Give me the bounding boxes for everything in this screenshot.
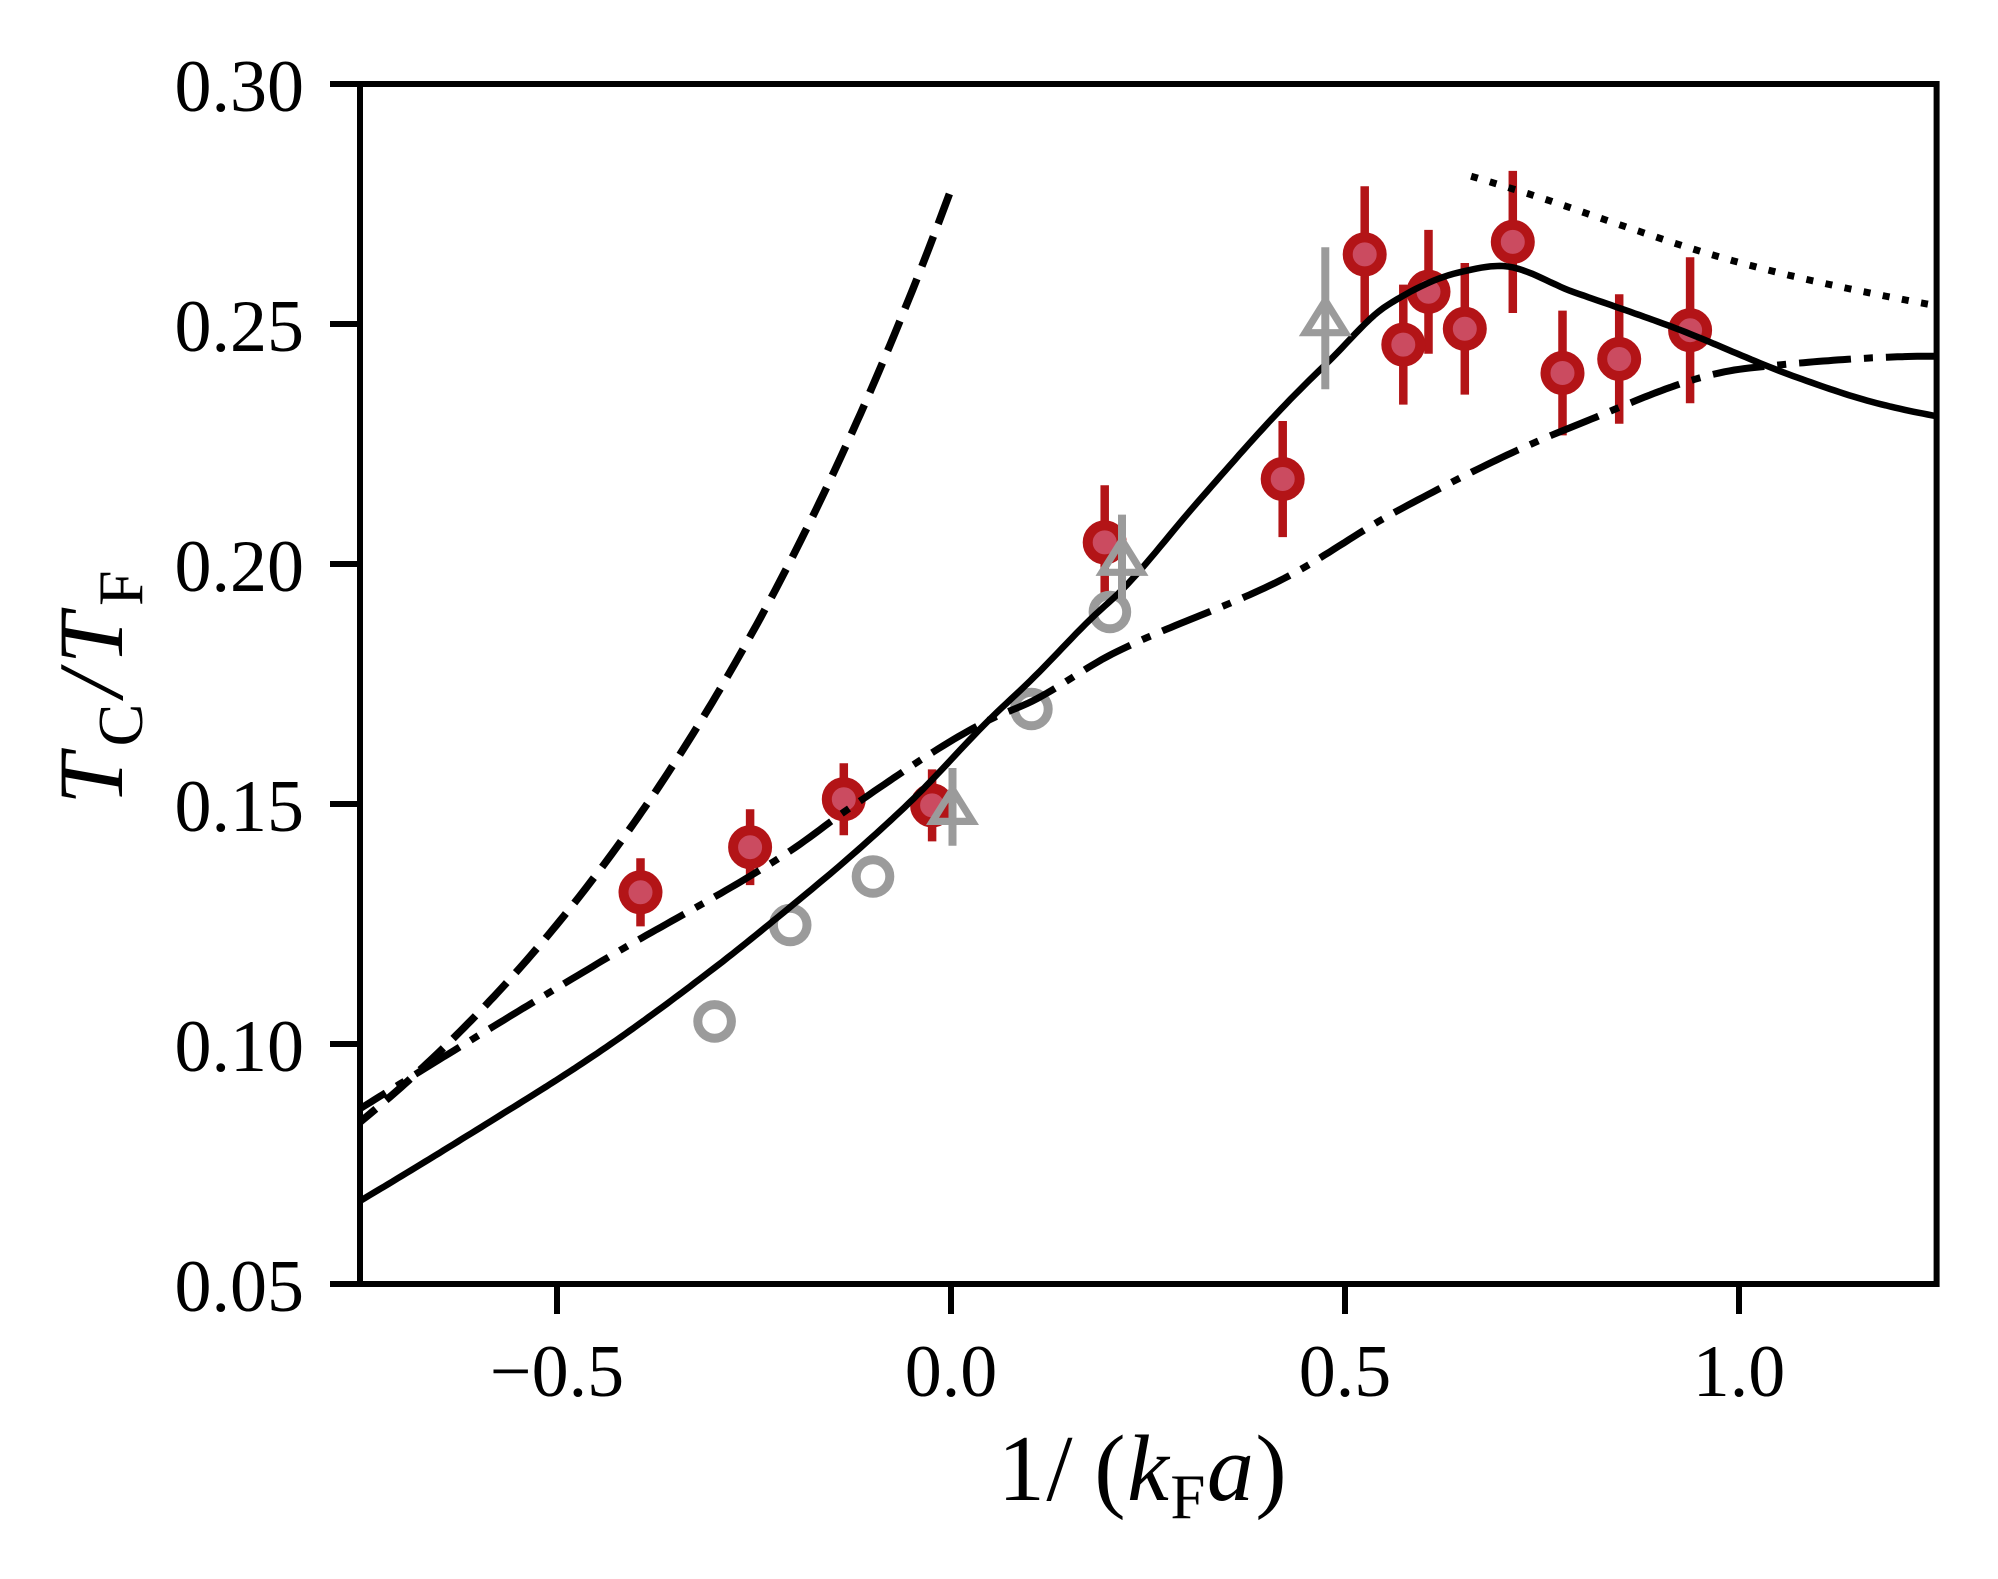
svg-text:0.0: 0.0 [905, 1331, 998, 1413]
svg-text:0.20: 0.20 [175, 526, 305, 608]
svg-text:1.0: 1.0 [1693, 1331, 1786, 1413]
svg-text:0.5: 0.5 [1299, 1331, 1392, 1413]
svg-text:TC/TF: TC/TF [40, 563, 156, 804]
svg-text:0.05: 0.05 [175, 1246, 305, 1328]
svg-text:0.30: 0.30 [175, 46, 305, 128]
svg-text:−0.5: −0.5 [490, 1331, 624, 1413]
svg-text:0.15: 0.15 [175, 766, 305, 848]
svg-text:1/ (kFa): 1/ (kFa) [998, 1417, 1288, 1532]
svg-text:0.10: 0.10 [175, 1006, 305, 1088]
svg-text:0.25: 0.25 [175, 286, 305, 368]
